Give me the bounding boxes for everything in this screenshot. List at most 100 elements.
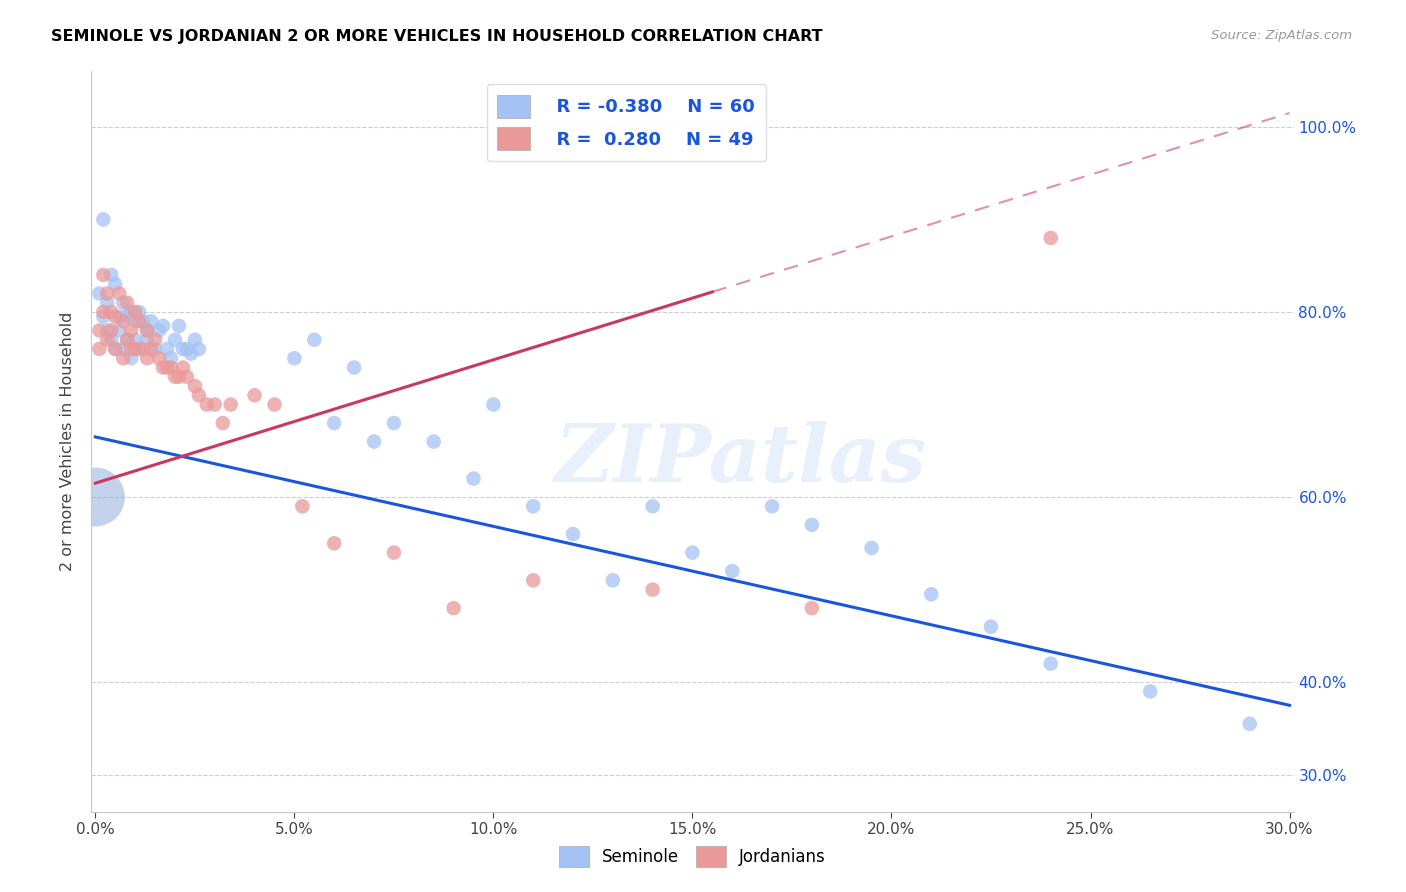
Point — [91, 305, 114, 319]
Point — [128, 314, 150, 328]
Point — [104, 342, 127, 356]
Point — [104, 310, 127, 324]
Point — [172, 360, 194, 375]
Point — [1139, 684, 1161, 698]
Point — [143, 333, 166, 347]
Text: Source: ZipAtlas.com: Source: ZipAtlas.com — [1212, 29, 1353, 42]
Point — [148, 351, 170, 366]
Point — [343, 360, 366, 375]
Point — [180, 346, 202, 360]
Point — [800, 601, 823, 615]
Point — [132, 342, 155, 356]
Point — [463, 472, 485, 486]
Point — [139, 342, 162, 356]
Point — [522, 500, 544, 514]
Point — [115, 333, 138, 347]
Point — [104, 342, 127, 356]
Point — [980, 619, 1002, 633]
Point — [132, 314, 155, 328]
Point — [204, 398, 226, 412]
Point — [136, 323, 159, 337]
Point — [120, 351, 142, 366]
Point — [243, 388, 266, 402]
Point — [96, 286, 118, 301]
Point — [128, 342, 150, 356]
Point — [108, 310, 131, 324]
Point — [641, 500, 664, 514]
Point — [115, 333, 138, 347]
Point — [100, 268, 122, 282]
Point — [156, 360, 179, 375]
Point — [443, 601, 465, 615]
Point — [920, 587, 942, 601]
Point — [136, 351, 159, 366]
Point — [304, 333, 326, 347]
Point — [195, 398, 218, 412]
Point — [167, 369, 190, 384]
Point — [91, 212, 114, 227]
Point — [124, 314, 146, 328]
Point — [84, 490, 107, 504]
Legend: Seminole, Jordanians: Seminole, Jordanians — [553, 839, 832, 874]
Point — [124, 305, 146, 319]
Point — [108, 286, 131, 301]
Point — [522, 574, 544, 588]
Point — [641, 582, 664, 597]
Point — [363, 434, 385, 449]
Y-axis label: 2 or more Vehicles in Household: 2 or more Vehicles in Household — [60, 312, 76, 571]
Point — [184, 333, 207, 347]
Text: SEMINOLE VS JORDANIAN 2 OR MORE VEHICLES IN HOUSEHOLD CORRELATION CHART: SEMINOLE VS JORDANIAN 2 OR MORE VEHICLES… — [51, 29, 823, 44]
Point — [323, 416, 346, 430]
Point — [602, 574, 624, 588]
Point — [152, 360, 174, 375]
Point — [263, 398, 285, 412]
Point — [136, 323, 159, 337]
Point — [112, 295, 135, 310]
Point — [124, 333, 146, 347]
Point — [91, 310, 114, 324]
Point — [167, 318, 190, 333]
Point — [382, 545, 405, 560]
Point — [562, 527, 585, 541]
Point — [115, 310, 138, 324]
Point — [1239, 716, 1261, 731]
Point — [112, 351, 135, 366]
Point — [382, 416, 405, 430]
Point — [482, 398, 505, 412]
Point — [89, 342, 111, 356]
Point — [163, 333, 186, 347]
Point — [89, 323, 111, 337]
Point — [156, 342, 179, 356]
Point — [152, 318, 174, 333]
Point — [160, 360, 183, 375]
Point — [100, 333, 122, 347]
Point — [291, 500, 314, 514]
Point — [120, 342, 142, 356]
Point — [163, 369, 186, 384]
Point — [283, 351, 305, 366]
Point — [120, 323, 142, 337]
Point — [323, 536, 346, 550]
Point — [120, 305, 142, 319]
Point — [187, 388, 209, 402]
Point — [108, 323, 131, 337]
Point — [184, 379, 207, 393]
Point — [211, 416, 233, 430]
Point — [128, 305, 150, 319]
Point — [96, 323, 118, 337]
Point — [143, 342, 166, 356]
Point — [124, 342, 146, 356]
Point — [761, 500, 783, 514]
Text: ZIPatlas: ZIPatlas — [554, 421, 927, 499]
Point — [219, 398, 242, 412]
Point — [422, 434, 444, 449]
Point — [115, 295, 138, 310]
Point — [172, 342, 194, 356]
Point — [176, 369, 198, 384]
Point — [187, 342, 209, 356]
Point — [148, 323, 170, 337]
Point — [681, 545, 703, 560]
Point — [89, 286, 111, 301]
Point — [96, 295, 118, 310]
Point — [91, 268, 114, 282]
